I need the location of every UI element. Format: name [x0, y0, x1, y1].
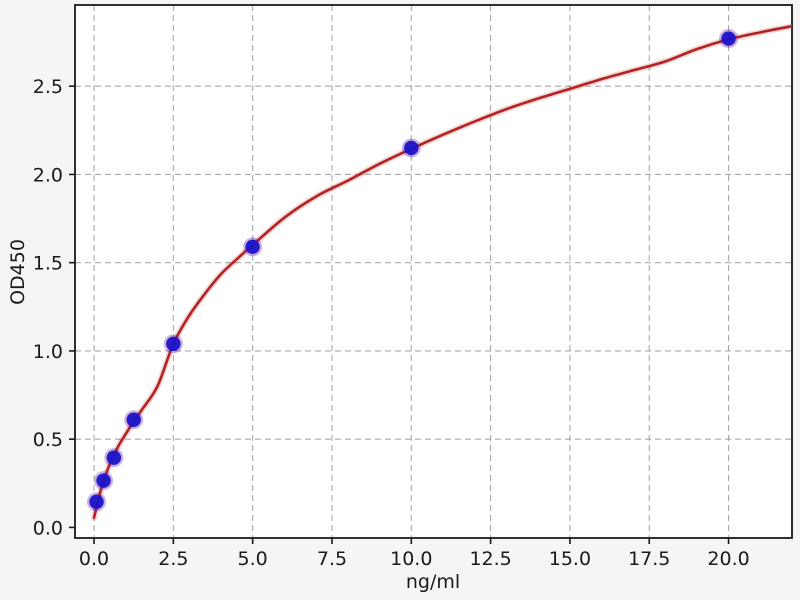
y-tick-label: 1.5	[33, 253, 63, 275]
data-point	[719, 29, 739, 49]
axis-spines	[74, 4, 793, 539]
data-points	[87, 29, 739, 512]
x-tick-label: 10.0	[390, 548, 432, 570]
y-axis-label: OD450	[7, 239, 29, 305]
data-point-marker	[166, 336, 181, 352]
x-tick-label: 5.0	[238, 548, 268, 570]
y-axis-ticks	[69, 85, 75, 529]
data-point	[87, 492, 107, 512]
y-tick-label: 2.0	[33, 164, 63, 186]
axes-frame	[74, 4, 793, 539]
x-tick-label: 15.0	[549, 548, 591, 570]
data-point	[104, 448, 124, 468]
data-point-marker	[96, 473, 111, 488]
data-point-marker	[106, 450, 122, 465]
x-tick-label: 7.5	[317, 548, 347, 570]
x-tick-label: 0.0	[79, 548, 109, 570]
y-tick-label: 0.0	[33, 517, 63, 539]
y-tick-label: 1.0	[33, 341, 63, 363]
data-point	[124, 410, 144, 430]
x-tick-label: 20.0	[707, 548, 749, 570]
data-point-marker	[89, 494, 104, 510]
y-axis-tick-labels: 0.0 0.5 1.0 1.5 2.0 2.5	[33, 76, 63, 539]
x-axis-label: ng/ml	[406, 571, 460, 593]
x-tick-label: 12.5	[469, 548, 511, 570]
data-point	[243, 237, 263, 257]
x-axis-ticks	[93, 538, 730, 544]
y-tick-label: 2.5	[33, 76, 63, 98]
data-point-marker	[245, 239, 260, 254]
x-gridlines	[93, 5, 730, 538]
data-point-marker	[721, 31, 736, 46]
data-point-marker	[404, 140, 419, 156]
data-point-marker	[126, 412, 141, 427]
data-point	[401, 138, 421, 158]
x-axis-tick-labels: 0.0 2.5 5.0 7.5 10.0 12.5 15.0 17.5 20.0	[79, 548, 750, 570]
x-tick-label: 17.5	[628, 548, 670, 570]
data-point	[163, 334, 183, 354]
plot-area-background	[75, 5, 792, 538]
y-tick-label: 0.5	[33, 429, 63, 451]
x-tick-label: 2.5	[158, 548, 188, 570]
data-point	[94, 471, 114, 491]
